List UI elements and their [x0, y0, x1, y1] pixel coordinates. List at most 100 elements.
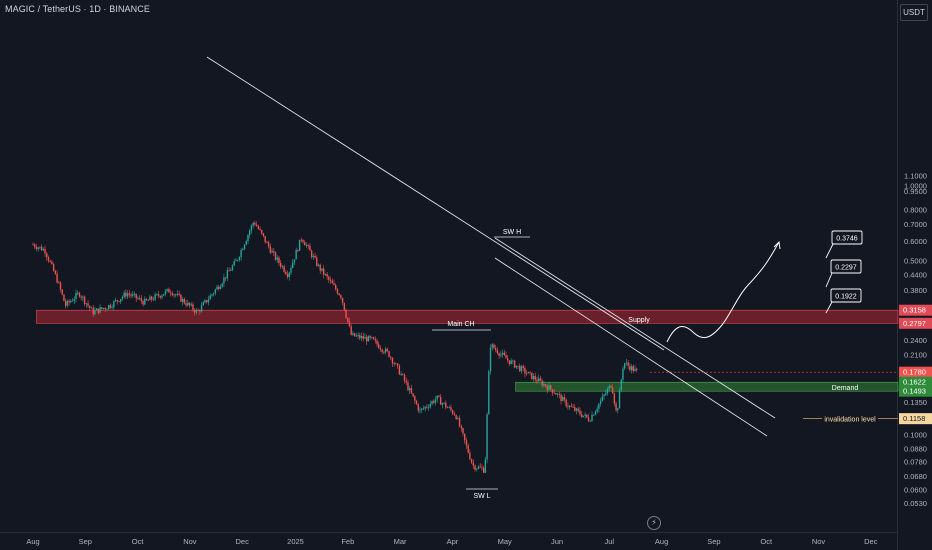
candle-body	[347, 317, 349, 322]
candle-body	[261, 230, 263, 234]
target-label: 0.3746	[836, 235, 858, 242]
candle-body	[276, 257, 278, 260]
candle-body	[422, 408, 425, 410]
candle-body	[166, 288, 168, 291]
candle-body	[32, 244, 34, 246]
y-tick-label: 0.1000	[904, 431, 927, 440]
y-tick-label: 0.0880	[904, 444, 927, 453]
candle-body	[560, 394, 562, 402]
candle-body	[250, 225, 253, 231]
candle-body	[570, 405, 573, 407]
candle-body	[491, 344, 493, 348]
candle-body	[305, 245, 308, 246]
candle-body	[89, 305, 91, 309]
candle-body	[551, 389, 554, 393]
candle-body	[572, 406, 574, 408]
candle-body	[476, 468, 478, 470]
candle-body	[434, 399, 437, 403]
x-tick-label: Mar	[394, 537, 407, 546]
candle-body	[278, 257, 280, 263]
candle-body	[378, 344, 380, 349]
candle-body	[611, 387, 614, 394]
price-label-demand	[899, 385, 932, 397]
candle-body	[632, 366, 634, 372]
candle-body	[266, 242, 268, 243]
x-tick-label: May	[498, 537, 512, 546]
candle-body	[539, 378, 542, 381]
candle-body	[304, 242, 306, 246]
candle-body	[598, 403, 600, 409]
candle-body	[279, 262, 282, 267]
candle-body	[118, 301, 120, 302]
candle-body	[219, 286, 222, 289]
candle-body	[412, 393, 414, 397]
candle-body	[322, 268, 325, 275]
candle-body	[288, 272, 290, 277]
target-box	[830, 288, 862, 303]
candle-body	[525, 373, 528, 375]
candle-body	[568, 405, 571, 407]
candle-body	[40, 246, 43, 251]
candle-body	[501, 352, 504, 355]
candle-body	[56, 273, 58, 283]
candle-body	[154, 294, 156, 300]
candle-body	[106, 309, 108, 310]
candle-body	[63, 294, 65, 302]
candle-body	[120, 298, 122, 302]
candle-body	[231, 265, 234, 271]
candle-body	[71, 300, 74, 302]
currency-button[interactable]: USDT	[900, 4, 928, 21]
candle-body	[388, 351, 390, 357]
candle-body	[436, 395, 438, 400]
candle-body	[316, 257, 318, 266]
candle-body	[529, 371, 531, 373]
candle-body	[513, 360, 516, 368]
lightning-icon[interactable]: ⚡	[647, 516, 661, 530]
candle-body	[113, 301, 115, 308]
candle-body	[610, 385, 612, 388]
candle-body	[536, 379, 538, 382]
price-label-supply	[899, 317, 932, 329]
candle-body	[469, 452, 471, 460]
candle-body	[175, 294, 177, 296]
candle-body	[362, 336, 364, 339]
x-tick-label: Feb	[341, 537, 354, 546]
x-tick-label: Aug	[655, 537, 668, 546]
candle-body	[169, 292, 172, 294]
candle-body	[271, 251, 273, 253]
candle-body	[636, 368, 638, 370]
candle-body	[52, 264, 55, 271]
candle-body	[197, 309, 199, 311]
candle-body	[207, 299, 210, 303]
candle-body	[618, 390, 621, 409]
y-tick-label: 0.0680	[904, 472, 927, 481]
candle-body	[421, 408, 423, 410]
y-tick-label: 0.6000	[904, 237, 927, 246]
candle-body	[381, 349, 383, 352]
projection-path	[666, 241, 780, 343]
candle-body	[274, 252, 277, 260]
candle-body	[546, 386, 548, 390]
candle-body	[343, 302, 346, 311]
x-tick-label: Jul	[605, 537, 615, 546]
candle-body	[259, 228, 261, 231]
candle-body	[379, 348, 382, 350]
candle-body	[59, 282, 62, 290]
candle-body	[402, 373, 404, 375]
candle-body	[77, 292, 79, 294]
candle-body	[211, 294, 213, 296]
candle-body	[228, 270, 230, 272]
y-tick-label: 0.1350	[904, 398, 927, 407]
candle-body	[515, 365, 518, 368]
upper-channel-line	[494, 237, 776, 419]
candle-body	[107, 305, 110, 310]
candle-body	[615, 403, 617, 411]
candle-body	[522, 366, 524, 368]
candle-body	[462, 428, 464, 434]
candle-body	[488, 371, 490, 415]
price-label-text: 0.3158	[903, 306, 926, 315]
candle-body	[310, 250, 313, 258]
candle-body	[206, 300, 208, 303]
candle-body	[87, 303, 89, 306]
